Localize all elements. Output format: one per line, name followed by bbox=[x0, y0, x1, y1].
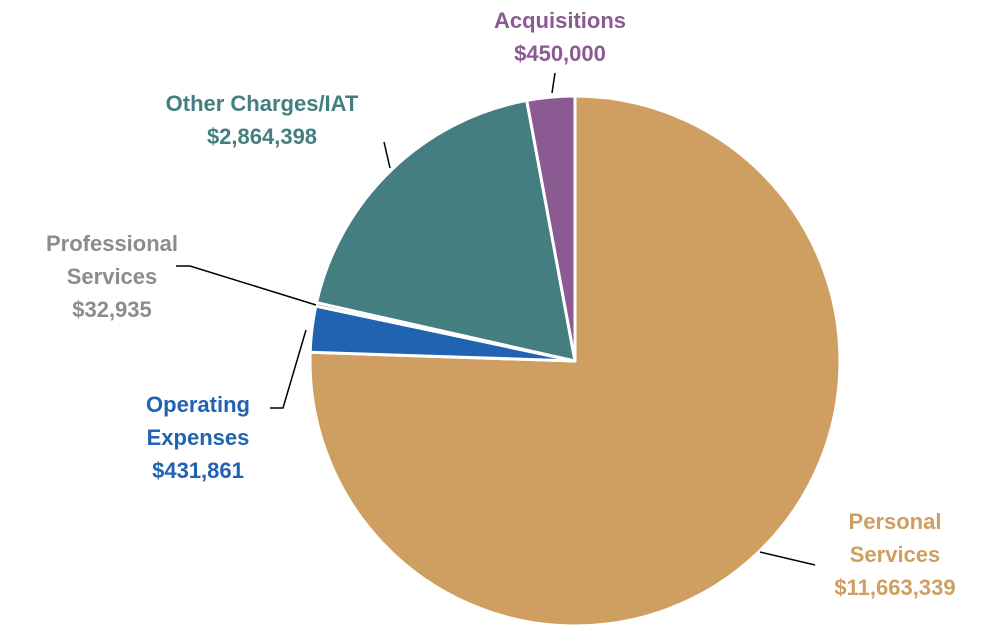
slice-label: Professional Services $32,935 bbox=[27, 227, 197, 326]
slice-label: Other Charges/IAT $2,864,398 bbox=[122, 87, 402, 153]
value-label: $450,000 bbox=[514, 41, 606, 66]
leader-line bbox=[759, 551, 816, 566]
value-label: $32,935 bbox=[72, 297, 152, 322]
leader-line bbox=[551, 72, 556, 94]
value-label: $2,864,398 bbox=[206, 124, 318, 149]
category-name: Operating Expenses bbox=[146, 392, 250, 450]
pie-slice bbox=[315, 98, 577, 363]
slice-label: Personal Services $11,663,339 bbox=[820, 505, 970, 604]
category-name: Other Charges/IAT bbox=[165, 91, 359, 116]
category-name: Acquisitions bbox=[493, 8, 626, 33]
value-label: $11,663,339 bbox=[834, 575, 956, 600]
category-name: Personal Services bbox=[848, 509, 942, 567]
leader-line bbox=[383, 141, 391, 169]
value-label: $431,861 bbox=[152, 458, 244, 483]
leader-line bbox=[270, 329, 307, 409]
slice-label: Acquisitions $450,000 bbox=[460, 4, 660, 70]
leader-line bbox=[176, 265, 317, 306]
category-name: Professional Services bbox=[45, 231, 179, 289]
pie-slice bbox=[525, 94, 577, 363]
slice-label: Operating Expenses $431,861 bbox=[123, 388, 273, 487]
